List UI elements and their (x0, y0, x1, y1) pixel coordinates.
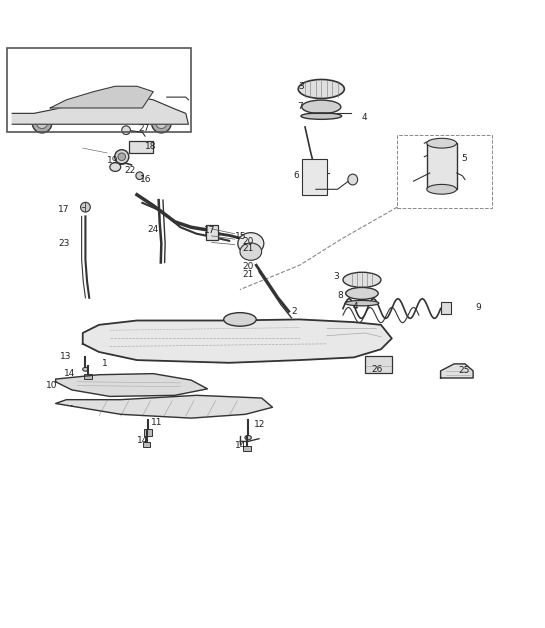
Ellipse shape (110, 163, 120, 171)
Polygon shape (83, 320, 392, 363)
Polygon shape (56, 374, 208, 396)
Polygon shape (50, 86, 153, 108)
Text: 14: 14 (64, 369, 75, 377)
Text: 17: 17 (58, 205, 70, 214)
Ellipse shape (348, 174, 358, 185)
Circle shape (32, 114, 52, 133)
Ellipse shape (238, 232, 264, 254)
Ellipse shape (144, 430, 151, 434)
Circle shape (122, 126, 130, 134)
Circle shape (136, 172, 143, 180)
Text: 8: 8 (337, 291, 343, 300)
Text: 22: 22 (124, 166, 135, 175)
Bar (243, 446, 251, 451)
Text: 3: 3 (299, 82, 304, 91)
Ellipse shape (343, 273, 381, 288)
Text: 11: 11 (150, 418, 162, 427)
Text: 17: 17 (204, 226, 215, 235)
Circle shape (206, 230, 215, 239)
Text: 15: 15 (234, 232, 246, 241)
Circle shape (37, 117, 47, 129)
Text: 10: 10 (46, 381, 57, 390)
Bar (207, 225, 219, 240)
Ellipse shape (245, 435, 251, 440)
Ellipse shape (298, 80, 344, 99)
Polygon shape (440, 364, 473, 378)
Text: 20: 20 (243, 237, 254, 246)
Circle shape (152, 114, 171, 133)
Ellipse shape (301, 113, 342, 119)
Text: 1: 1 (102, 359, 107, 369)
Ellipse shape (302, 100, 341, 114)
Text: 9: 9 (476, 303, 482, 312)
Polygon shape (12, 94, 189, 124)
Text: 18: 18 (145, 142, 156, 151)
Text: 4: 4 (362, 113, 367, 122)
Text: 27: 27 (138, 124, 149, 133)
Circle shape (156, 117, 167, 129)
Bar (397, 135, 492, 208)
Text: 3: 3 (333, 271, 339, 281)
Ellipse shape (83, 367, 88, 371)
Bar (365, 356, 392, 372)
Text: 6: 6 (293, 171, 299, 180)
Text: 20: 20 (243, 263, 254, 271)
Text: 12: 12 (253, 420, 265, 428)
Text: 25: 25 (458, 366, 469, 375)
Bar (84, 374, 92, 379)
Bar (302, 160, 326, 195)
Text: 14: 14 (137, 436, 148, 445)
Text: 24: 24 (148, 225, 159, 234)
Ellipse shape (427, 138, 457, 148)
Ellipse shape (240, 243, 262, 261)
Text: 2: 2 (292, 307, 297, 316)
Bar (7, 48, 191, 133)
Text: 23: 23 (58, 239, 70, 248)
Text: 4: 4 (353, 303, 359, 311)
Text: 16: 16 (140, 175, 151, 184)
Ellipse shape (427, 185, 457, 194)
Text: 14: 14 (234, 441, 246, 450)
Circle shape (114, 149, 129, 164)
Circle shape (118, 153, 125, 161)
Text: 21: 21 (243, 244, 254, 254)
Ellipse shape (346, 288, 378, 300)
Bar (144, 430, 152, 436)
Bar (440, 302, 451, 314)
Text: 7: 7 (297, 102, 302, 111)
Bar (129, 141, 153, 153)
Polygon shape (56, 396, 272, 418)
Text: 13: 13 (60, 352, 71, 361)
Text: 19: 19 (107, 156, 119, 165)
Text: 26: 26 (371, 365, 383, 374)
Ellipse shape (345, 300, 379, 306)
Circle shape (81, 202, 90, 212)
Ellipse shape (223, 313, 256, 326)
Text: 5: 5 (461, 154, 467, 163)
Text: 21: 21 (243, 271, 254, 279)
Bar (143, 442, 150, 447)
Bar (427, 143, 457, 189)
